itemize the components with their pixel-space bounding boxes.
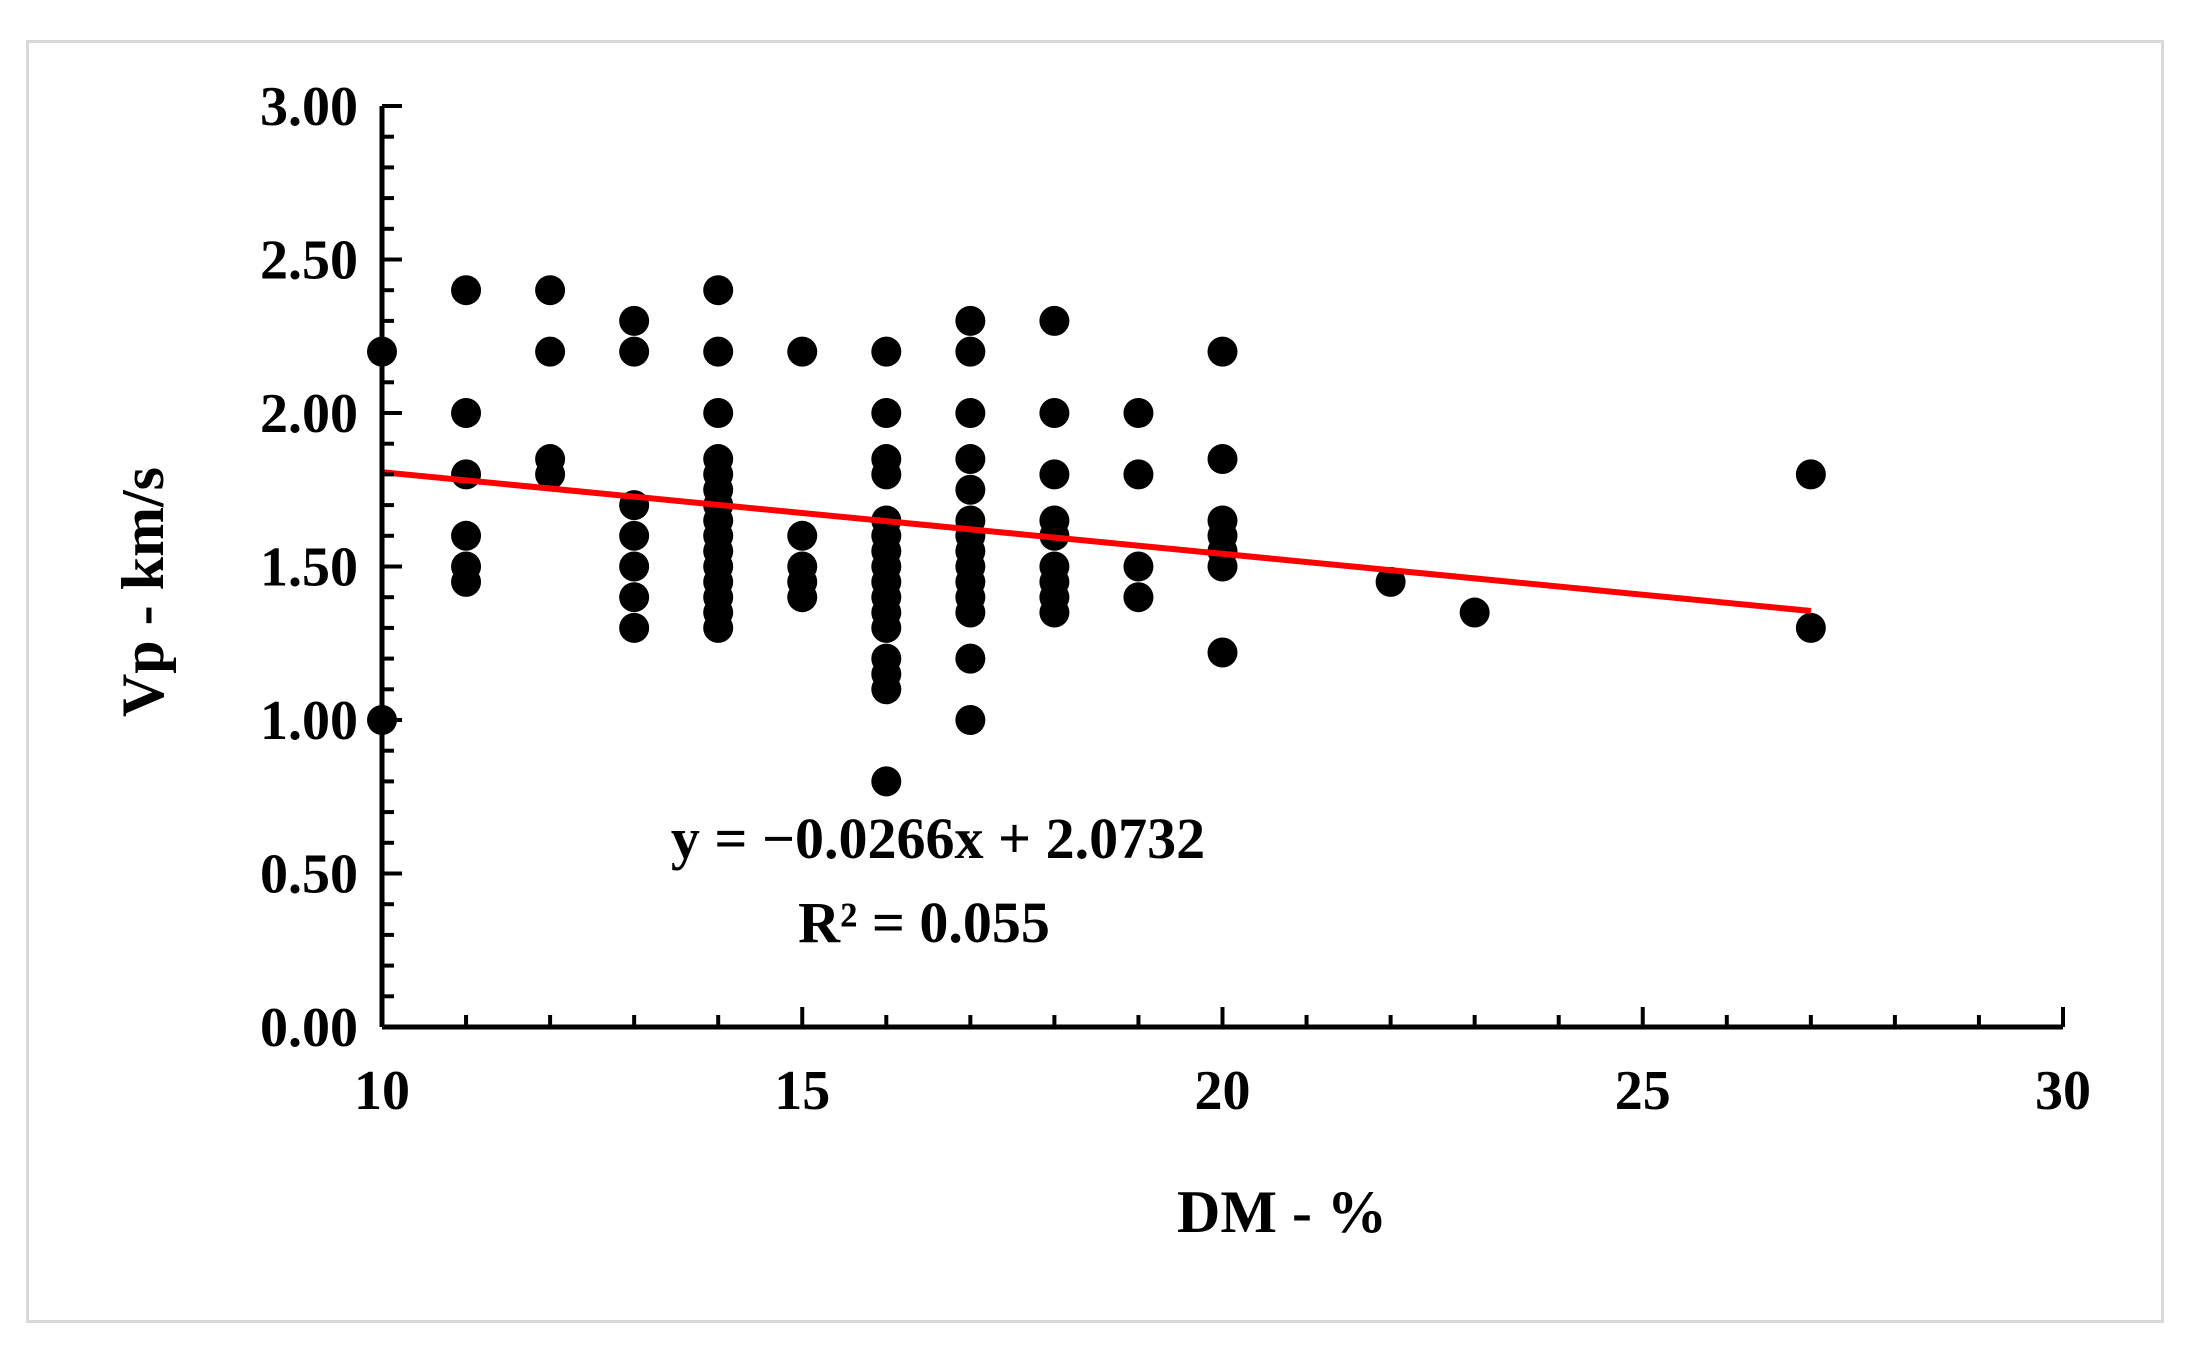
- data-point: [955, 336, 986, 367]
- x-tick-label: 15: [774, 1060, 830, 1122]
- x-tick-label: 20: [1195, 1060, 1251, 1122]
- data-point: [955, 597, 986, 628]
- data-point: [703, 336, 734, 367]
- data-point: [871, 398, 902, 428]
- data-point: [1039, 597, 1070, 628]
- trendline-equation: y = −0.0266x + 2.0732: [671, 806, 1205, 871]
- axes: [379, 104, 2065, 1030]
- trendline-layer: [381, 469, 1812, 615]
- y-tick-label: 3.00: [260, 76, 358, 138]
- x-axis-title: DM - %: [1177, 1179, 1387, 1245]
- data-point: [1207, 551, 1238, 582]
- y-tick-label: 1.50: [260, 537, 358, 599]
- data-point: [1123, 582, 1154, 613]
- data-point: [619, 336, 650, 367]
- x-tick-label: 10: [354, 1060, 410, 1122]
- data-point: [955, 305, 986, 336]
- data-point: [1459, 597, 1490, 628]
- data-point: [871, 336, 902, 367]
- y-tick-label: 0.00: [260, 997, 358, 1059]
- data-point: [1207, 444, 1238, 475]
- x-tick-label: 30: [2035, 1060, 2091, 1122]
- data-point: [955, 474, 986, 505]
- data-point: [955, 643, 986, 674]
- data-point: [451, 459, 482, 490]
- data-point: [1795, 459, 1826, 490]
- data-point: [1375, 566, 1406, 597]
- data-point: [619, 520, 650, 551]
- data-point: [1039, 398, 1070, 428]
- data-point: [1123, 551, 1154, 582]
- data-point: [1207, 336, 1238, 367]
- data-point: [451, 566, 482, 597]
- data-point: [451, 275, 482, 306]
- data-point: [787, 336, 818, 367]
- tick-labels: 0.00 0.50 1.00 1.50 2.00 2.50 3.00 10 15 20 25 30: [260, 76, 2091, 1122]
- data-point: [703, 398, 734, 428]
- r-squared-label: R² = 0.055: [798, 890, 1050, 955]
- data-point: [1039, 305, 1070, 336]
- data-point: [1207, 637, 1238, 668]
- data-point: [871, 766, 902, 797]
- data-point: [955, 705, 986, 735]
- data-point: [535, 275, 566, 306]
- data-point: [703, 275, 734, 306]
- data-point: [1039, 459, 1070, 490]
- data-point: [955, 398, 986, 428]
- data-point: [703, 612, 734, 643]
- data-point: [451, 520, 482, 551]
- x-tick-label: 25: [1615, 1060, 1671, 1122]
- data-point: [535, 459, 566, 490]
- data-point: [619, 305, 650, 336]
- trendline: [381, 469, 1812, 615]
- data-point: [1123, 459, 1154, 490]
- data-point: [955, 444, 986, 475]
- data-point: [871, 612, 902, 643]
- data-point: [787, 582, 818, 613]
- data-point: [871, 459, 902, 490]
- y-tick-label: 0.50: [260, 844, 358, 906]
- data-point: [1123, 398, 1154, 428]
- data-point: [451, 398, 482, 428]
- data-point: [1795, 612, 1826, 643]
- data-point: [535, 336, 566, 367]
- data-points: [367, 275, 1826, 797]
- y-tick-label: 1.00: [260, 690, 358, 752]
- data-point: [619, 612, 650, 643]
- data-point: [619, 582, 650, 613]
- data-point: [871, 674, 902, 705]
- data-point: [787, 520, 818, 551]
- y-tick-label: 2.50: [260, 230, 358, 292]
- data-point: [619, 551, 650, 582]
- y-axis-title: Vp - km/s: [110, 467, 176, 717]
- y-tick-label: 2.00: [260, 383, 358, 445]
